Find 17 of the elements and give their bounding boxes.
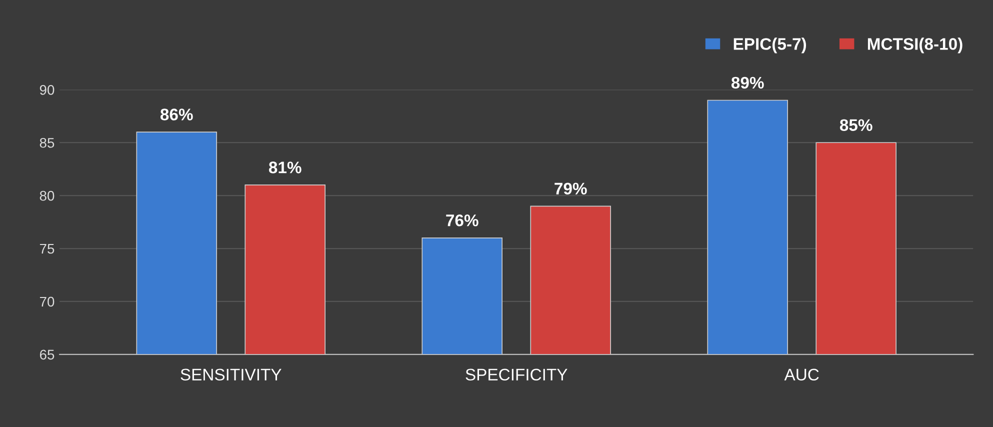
x-tick-label: AUC (784, 368, 819, 381)
data-label: 76% (446, 214, 478, 226)
y-tick-label: 85 (40, 138, 54, 148)
y-tick-label: 75 (40, 244, 54, 254)
legend-label: MCTSI(8-10) (868, 38, 962, 54)
data-label: 79% (554, 182, 587, 195)
legend-label: EPIC(5-7) (734, 38, 806, 54)
data-label: 86% (160, 108, 193, 120)
data-label: 81% (268, 162, 302, 174)
y-tick-label: 90 (40, 85, 54, 95)
y-tick-label: 65 (40, 350, 54, 360)
data-label: 85% (840, 119, 872, 131)
x-tick-label: SPECIFICITY (466, 368, 568, 381)
data-label: 89% (731, 76, 764, 89)
y-tick-label: 70 (40, 296, 54, 307)
x-tick-label: SENSITIVITY (180, 368, 282, 381)
y-tick-label: 80 (40, 190, 54, 201)
